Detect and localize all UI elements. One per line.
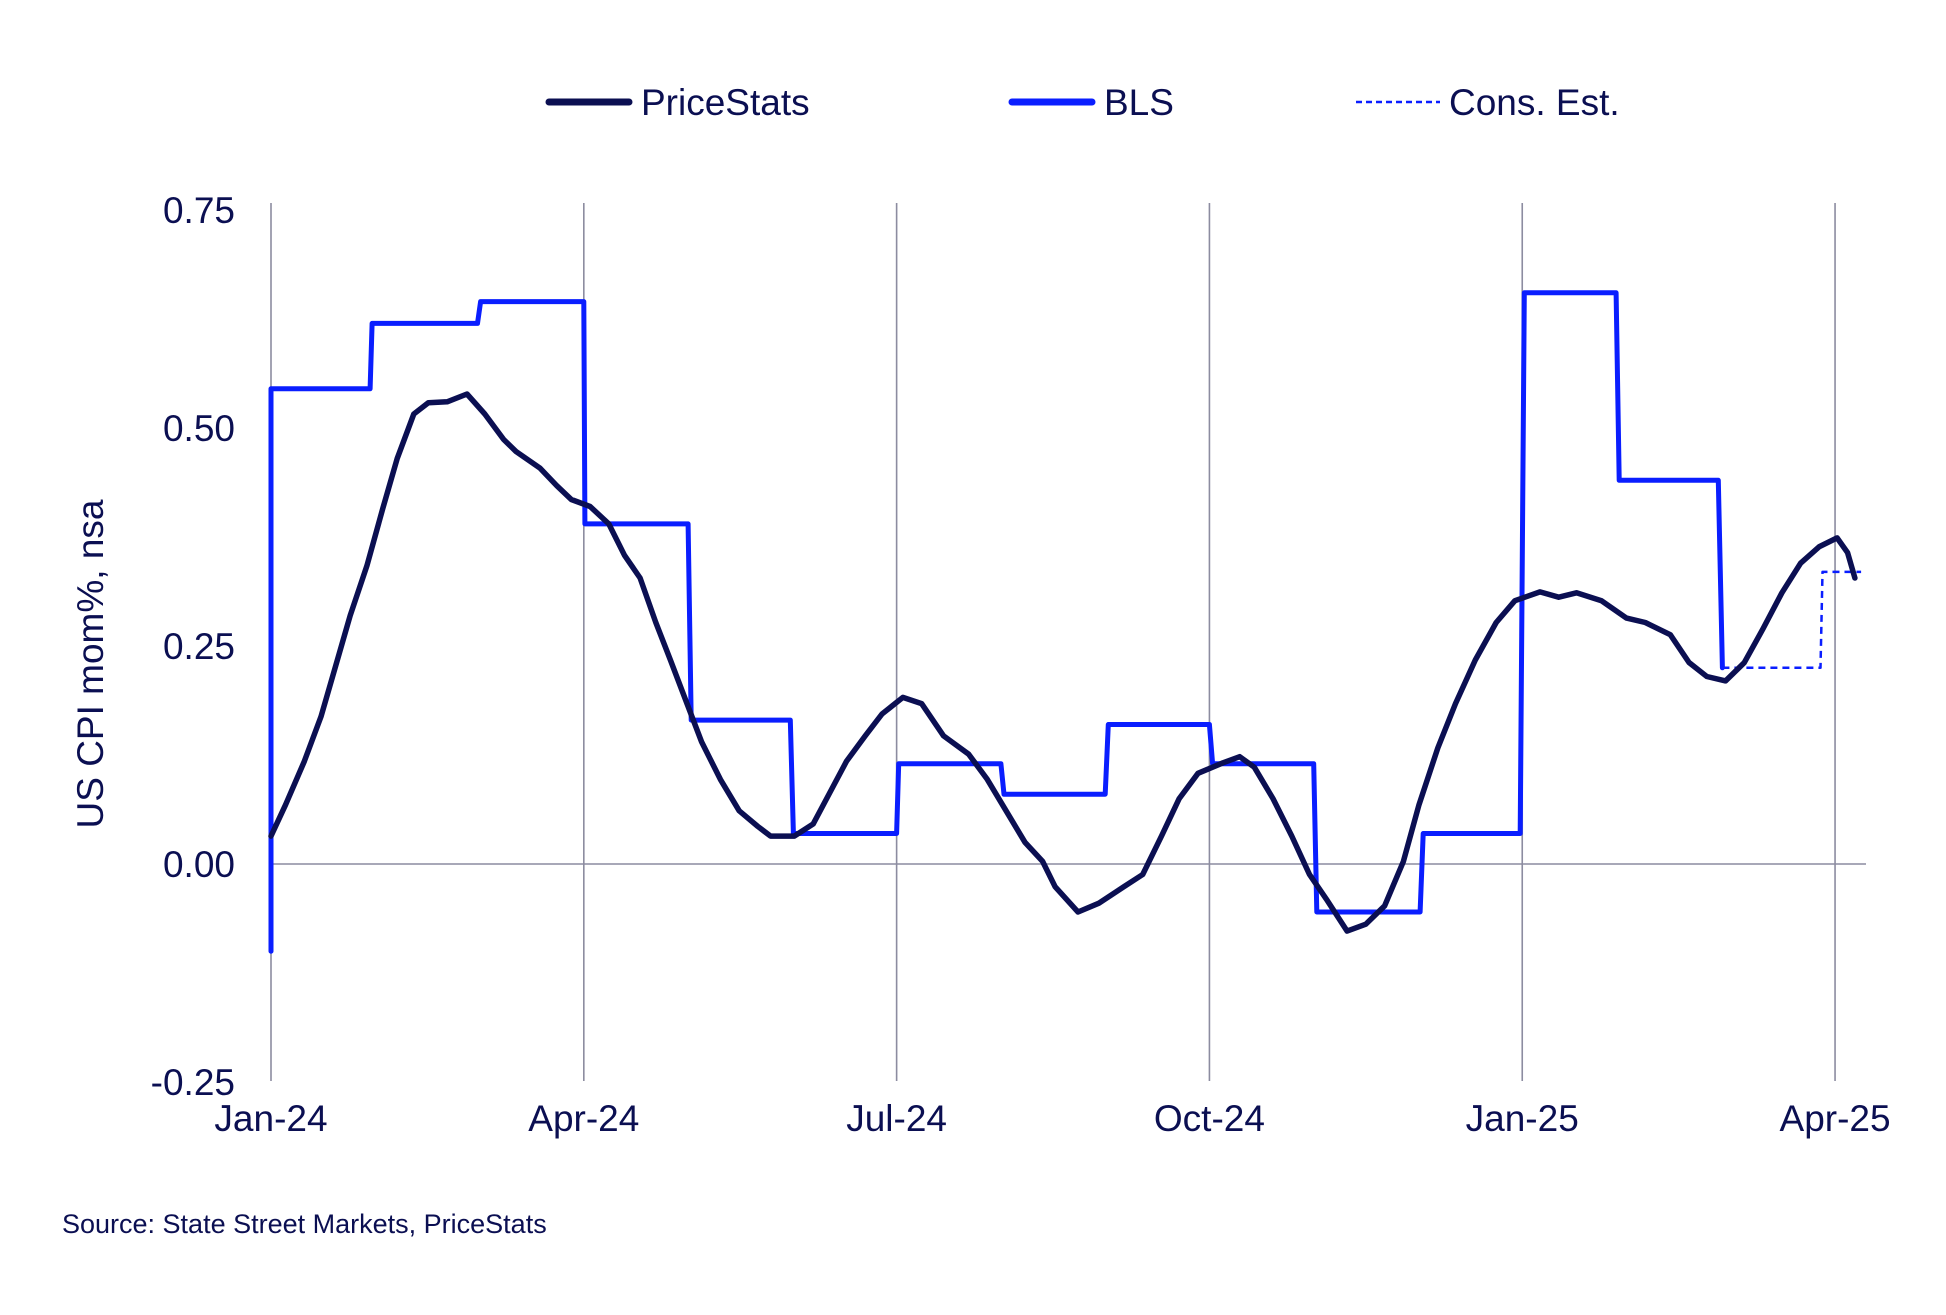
series-cons-est-line xyxy=(1722,570,1862,670)
x-axis-ticks: Jan-24 Apr-24 Jul-24 Oct-24 Jan-25 Apr-25 xyxy=(214,1098,1890,1139)
y-axis-label: US CPI mom%, nsa xyxy=(70,499,111,828)
series-group xyxy=(268,290,1862,954)
legend-label-bls: BLS xyxy=(1104,82,1174,123)
y-tick-label: 0.25 xyxy=(163,626,235,667)
x-tick-label: Jul-24 xyxy=(846,1098,947,1139)
y-tick-label: 0.00 xyxy=(163,844,235,885)
x-tick-label: Jan-24 xyxy=(214,1098,327,1139)
gridlines xyxy=(270,203,1866,1081)
legend-label-cons-est: Cons. Est. xyxy=(1449,82,1620,123)
x-tick-label: Apr-25 xyxy=(1780,1098,1891,1139)
series-pricestats-line xyxy=(268,391,1858,934)
source-note: Source: State Street Markets, PriceStats xyxy=(62,1209,547,1239)
y-tick-label: 0.75 xyxy=(163,190,235,231)
legend-label-pricestats: PriceStats xyxy=(641,82,810,123)
y-tick-label: 0.50 xyxy=(163,408,235,449)
x-tick-label: Jan-25 xyxy=(1466,1098,1579,1139)
y-axis-ticks: 0.75 0.50 0.25 0.00 -0.25 xyxy=(151,190,235,1103)
x-tick-label: Oct-24 xyxy=(1154,1098,1265,1139)
series-bls-line xyxy=(268,290,1725,954)
y-tick-label: -0.25 xyxy=(151,1062,235,1103)
legend: PriceStats BLS Cons. Est. xyxy=(545,82,1620,123)
x-tick-label: Apr-24 xyxy=(528,1098,639,1139)
